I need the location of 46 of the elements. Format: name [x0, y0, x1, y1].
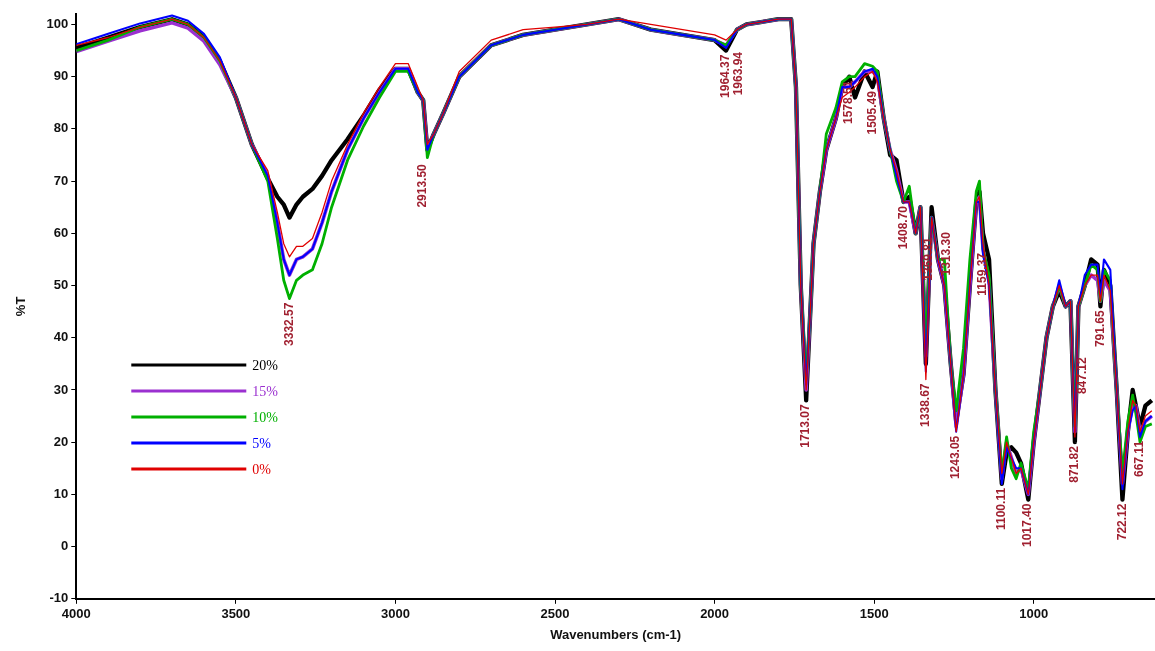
annotation: 791.65 [1092, 310, 1107, 348]
y-tick-label: 80 [53, 120, 69, 136]
y-tick-label: 30 [53, 381, 69, 397]
annotation: 1017.40 [1020, 503, 1035, 547]
y-tick-label: 10 [53, 485, 69, 501]
annotation: 667.11 [1132, 440, 1147, 477]
annotation: 1369.81 [921, 236, 936, 281]
x-axis-title: Wavenumbers (cm-1) [550, 626, 682, 642]
text: 15% [252, 383, 279, 399]
annotation: 1505.49 [864, 90, 879, 135]
y-axis-title: %T [13, 296, 29, 317]
text: 5% [252, 435, 272, 451]
y-tick-label: 100 [46, 16, 69, 32]
y-tick-label: 60 [53, 224, 69, 240]
y-tick-label: 20 [53, 433, 69, 449]
y-tick-label: -10 [49, 590, 69, 606]
text: 0% [252, 461, 272, 477]
annotation: 1338.67 [917, 383, 932, 427]
y-tick-label: 50 [53, 277, 69, 293]
x-tick-label: 4000 [61, 606, 91, 622]
x-tick-label: 3000 [380, 606, 410, 622]
annotation: 1243.05 [948, 435, 963, 480]
annotation: 1408.70 [895, 205, 910, 250]
annotation: 1713.07 [798, 404, 813, 448]
annotation: 1100.11 [994, 487, 1009, 530]
annotation: 3332.57 [281, 302, 296, 346]
text: 20% [252, 357, 279, 373]
text: 10% [252, 409, 279, 425]
x-tick-label: 2000 [700, 606, 730, 622]
annotation: 847.12 [1074, 357, 1089, 395]
y-tick-label: 0 [61, 538, 69, 554]
y-tick-label: 90 [53, 68, 69, 84]
annotation: 1963.94 [731, 51, 746, 96]
annotation: 1578.51 [841, 80, 856, 125]
annotation: 1159.37 [975, 252, 990, 296]
annotation: 2913.50 [415, 163, 430, 208]
x-tick-label: 2500 [540, 606, 570, 622]
x-tick-label: 3500 [221, 606, 251, 622]
annotation: 1313.30 [939, 231, 954, 276]
annotation: 722.12 [1114, 503, 1129, 541]
annotation: 871.82 [1066, 445, 1081, 483]
x-tick-label: 1500 [859, 606, 889, 622]
annotation: 1964.37 [718, 54, 733, 98]
x-tick-label: 1000 [1019, 606, 1049, 622]
y-tick-label: 40 [53, 329, 69, 345]
y-tick-label: 70 [53, 172, 69, 188]
